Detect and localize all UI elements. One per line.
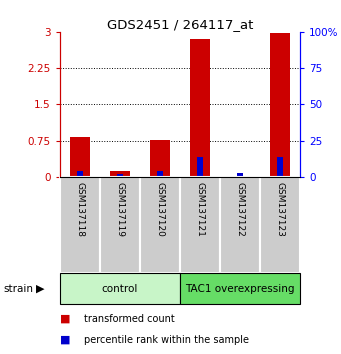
Text: strain: strain <box>3 284 33 293</box>
Text: ▶: ▶ <box>36 284 44 293</box>
Bar <box>270 33 290 177</box>
Bar <box>60 177 100 273</box>
Bar <box>117 174 123 177</box>
Text: GSM137120: GSM137120 <box>155 182 164 237</box>
Bar <box>60 273 180 304</box>
Bar <box>157 171 163 177</box>
Text: transformed count: transformed count <box>84 314 174 324</box>
Text: GSM137123: GSM137123 <box>276 182 284 237</box>
Bar <box>180 177 220 273</box>
Bar <box>180 273 300 304</box>
Bar <box>110 171 130 177</box>
Text: ■: ■ <box>60 314 70 324</box>
Text: GSM137121: GSM137121 <box>195 182 204 237</box>
Bar <box>140 177 180 273</box>
Title: GDS2451 / 264117_at: GDS2451 / 264117_at <box>107 18 253 31</box>
Bar <box>100 177 140 273</box>
Bar <box>70 137 90 177</box>
Bar <box>260 177 300 273</box>
Bar <box>190 39 210 177</box>
Bar <box>150 140 170 177</box>
Text: GSM137118: GSM137118 <box>75 182 84 237</box>
Bar <box>197 157 203 177</box>
Bar <box>77 171 83 177</box>
Bar <box>277 157 283 177</box>
Bar <box>237 173 243 177</box>
Text: percentile rank within the sample: percentile rank within the sample <box>84 335 249 345</box>
Text: control: control <box>102 284 138 293</box>
Text: GSM137122: GSM137122 <box>236 182 244 236</box>
Text: ■: ■ <box>60 335 70 345</box>
Text: GSM137119: GSM137119 <box>115 182 124 237</box>
Bar <box>220 177 260 273</box>
Text: TAC1 overexpressing: TAC1 overexpressing <box>185 284 295 293</box>
